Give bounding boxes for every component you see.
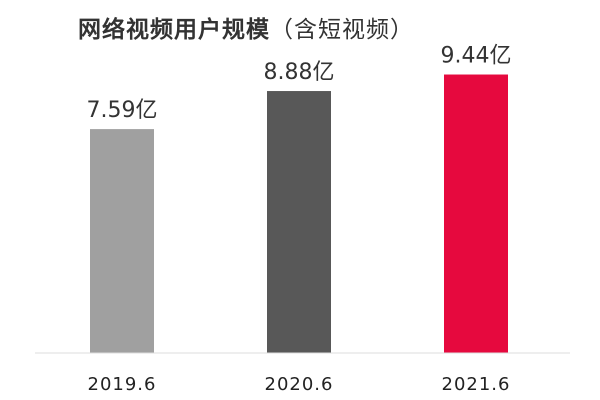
chart-title: 网络视频用户规模（含短视频） xyxy=(78,14,414,46)
bar-2019.6 xyxy=(90,129,154,353)
labels-layer: 7.59亿 2019.6 8.88亿 2020.6 9.44亿 2021.6 xyxy=(87,44,512,395)
chart-title-subtitle: （含短视频） xyxy=(270,17,414,43)
data-label-2019.6: 7.59亿 xyxy=(87,98,158,123)
x-tick-label-2019.6: 2019.6 xyxy=(88,374,157,395)
x-tick-label-2020.6: 2020.6 xyxy=(265,374,334,395)
bar-2021.6 xyxy=(444,74,508,354)
data-label-2021.6: 9.44亿 xyxy=(441,44,512,69)
x-tick-label-2021.6: 2021.6 xyxy=(442,374,511,395)
data-label-2020.6: 8.88亿 xyxy=(264,60,335,85)
bars-layer xyxy=(90,74,508,354)
bar-2020.6 xyxy=(267,91,331,353)
chart-title-main: 网络视频用户规模 xyxy=(78,17,270,43)
